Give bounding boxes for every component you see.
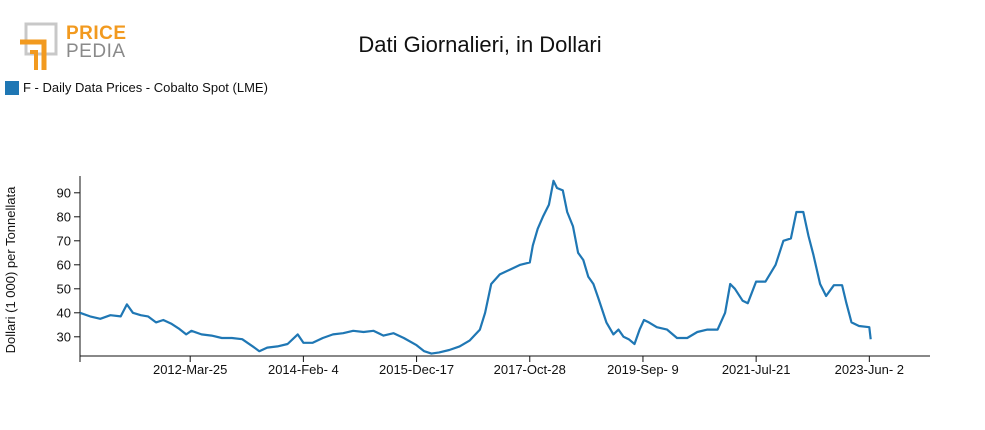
series-line-cobalto-spot	[79, 179, 872, 355]
y-axis-label: Dollari (1 000) per Tonnellata	[3, 186, 18, 353]
x-tick-label: 2021-Jul-21	[722, 362, 791, 377]
x-tick-label: 2017-Oct-28	[494, 362, 566, 377]
x-tick-label: 2023-Jun- 2	[835, 362, 904, 377]
y-tick-label: 30	[57, 329, 71, 344]
y-tick-label: 80	[57, 209, 71, 224]
y-tick-label: 90	[57, 185, 71, 200]
legend-swatch	[5, 80, 19, 95]
y-tick-label: 40	[57, 305, 71, 320]
y-tick-label: 50	[57, 281, 71, 296]
x-tick-label: 2014-Feb- 4	[268, 362, 339, 377]
y-tick-label: 60	[57, 257, 71, 272]
pricepedia-logo: PRICE PEDIA	[18, 22, 128, 74]
x-tick-label: 2012-Mar-25	[153, 362, 227, 377]
logo-mark-icon	[20, 22, 58, 70]
legend-label: F - Daily Data Prices - Cobalto Spot (LM…	[23, 80, 268, 95]
chart-title: Dati Giornalieri, in Dollari	[358, 32, 602, 57]
x-tick-label: 2019-Sep- 9	[607, 362, 679, 377]
y-tick-label: 70	[57, 233, 71, 248]
x-tick-label: 2015-Dec-17	[379, 362, 454, 377]
logo-text-price: PRICE	[66, 23, 127, 44]
legend: F - Daily Data Prices - Cobalto Spot (LM…	[5, 80, 268, 95]
logo-text-pedia: PEDIA	[66, 41, 126, 62]
